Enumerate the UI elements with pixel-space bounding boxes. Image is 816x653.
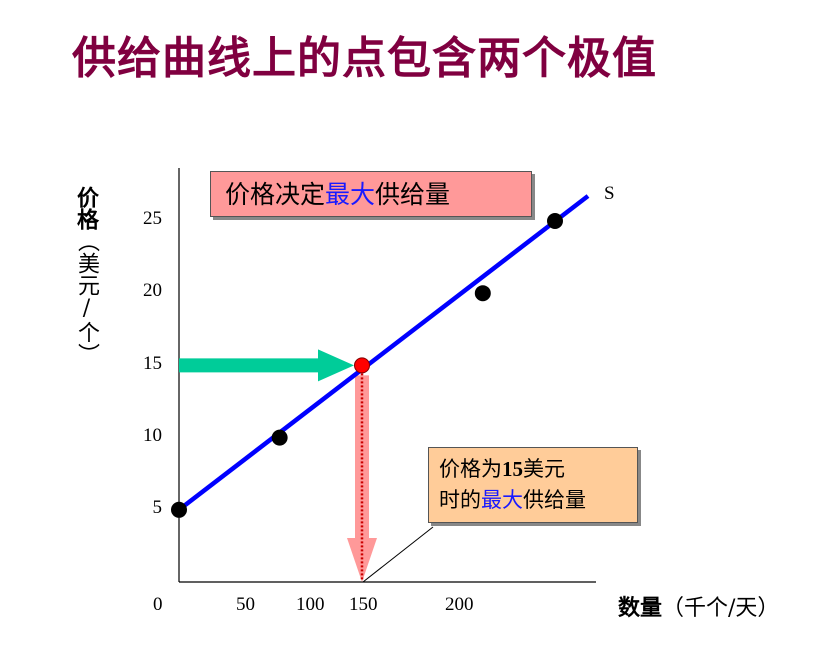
data-point <box>171 501 187 518</box>
data-point <box>271 429 288 446</box>
callout-pointer-line <box>362 526 434 583</box>
chart-marks <box>171 194 590 582</box>
y-axis-label-main: 价格 <box>73 186 99 230</box>
callout-bottom-line-2: 时的最大供给量 <box>439 485 637 516</box>
y-axis-label-unit: （美元/个） <box>74 230 99 365</box>
callout-bottom-line-1: 价格为15美元 <box>439 454 637 485</box>
callout-top-text-1: 价格决定 <box>225 180 326 209</box>
callout-max-supply-at-15: 价格为15美元 时的最大供给量 <box>428 447 638 523</box>
callout-bottom-text-1: 价格为 <box>439 457 502 481</box>
y-tick-label: 20 <box>143 280 162 301</box>
x-axis-label: 数量（千个/天） <box>618 590 779 622</box>
y-tick-label: 10 <box>143 425 162 446</box>
x-tick-label: 0 <box>153 594 163 615</box>
x-axis-label-unit: （千个/天） <box>662 596 780 621</box>
y-axis-label: 价格（美元/个） <box>66 186 102 365</box>
supply-curve-line <box>177 194 590 512</box>
callout-top-text-emphasis: 最大 <box>325 180 376 209</box>
slide-title: 供给曲线上的点包含两个极值 <box>72 33 657 84</box>
callout-bottom-text-2: 美元 <box>523 457 565 481</box>
data-point <box>474 285 491 302</box>
data-point <box>547 213 563 229</box>
x-tick-label: 200 <box>445 594 474 615</box>
x-tick-label: 100 <box>296 594 325 615</box>
series-label-s: S <box>604 183 615 204</box>
callout-price-determines-max-supply: 价格决定最大供给量 <box>210 171 532 217</box>
callout-bottom-text-4: 供给量 <box>523 488 586 512</box>
y-tick-label: 15 <box>143 353 162 374</box>
y-tick-label: 25 <box>143 208 162 229</box>
highlight-point <box>354 357 370 374</box>
y-tick-label: 5 <box>152 497 163 518</box>
callout-bottom-text-emphasis: 最大 <box>481 488 523 512</box>
x-axis-label-main: 数量 <box>618 595 663 621</box>
x-tick-label: 50 <box>236 594 255 615</box>
callout-top-text-3: 供给量 <box>375 180 451 209</box>
callout-bottom-text-3: 时的 <box>439 488 481 512</box>
x-tick-label: 150 <box>349 594 378 615</box>
price-arrow <box>179 349 354 382</box>
callout-bottom-number: 15 <box>502 457 523 481</box>
